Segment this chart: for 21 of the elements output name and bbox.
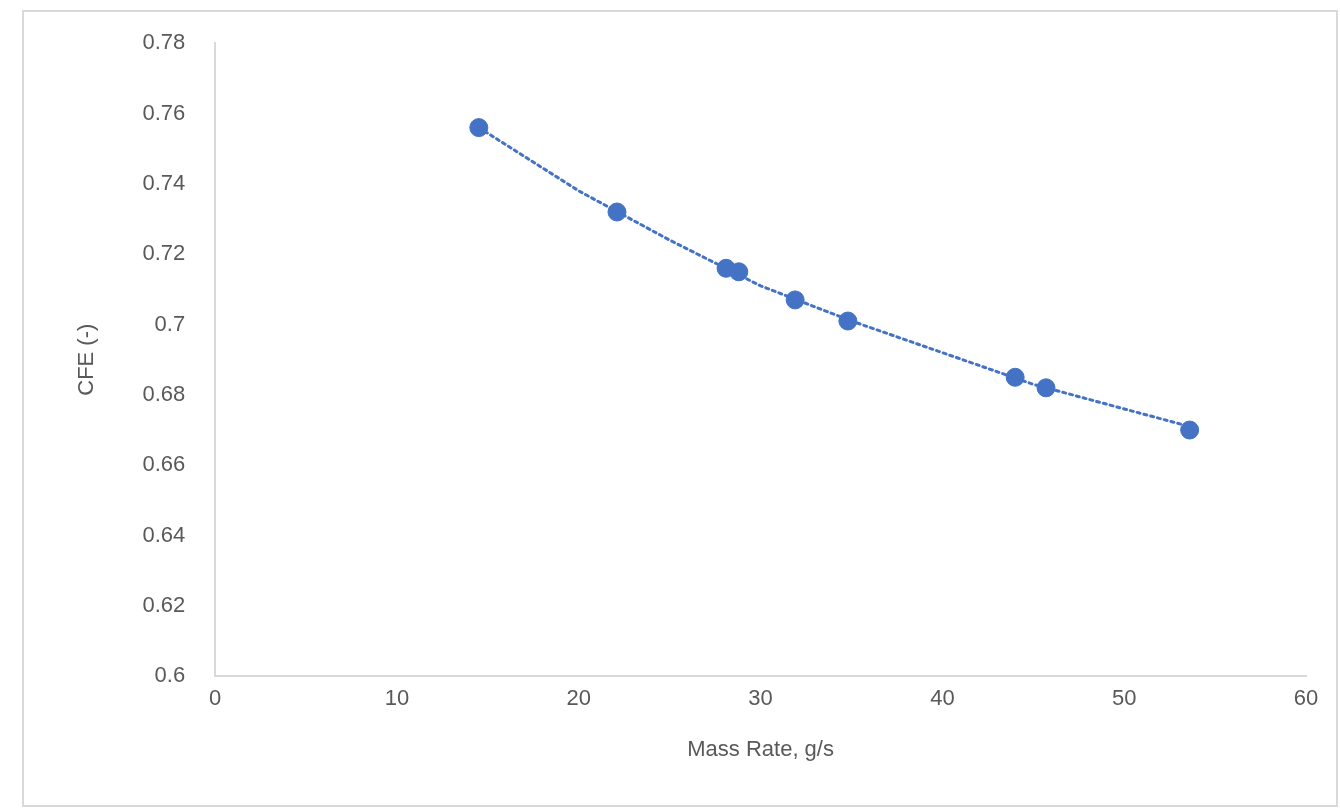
point bbox=[1180, 420, 1200, 440]
y-axis-title: CFE (-) bbox=[73, 323, 99, 396]
x-tick-label: 40 bbox=[930, 685, 955, 711]
y-tick-label: 0.7 bbox=[154, 310, 186, 336]
y-tick-label: 0.76 bbox=[142, 99, 186, 125]
point bbox=[469, 118, 489, 138]
y-tick-label: 0.62 bbox=[142, 591, 186, 617]
x-tick-label: 0 bbox=[209, 685, 222, 711]
x-tick-label: 50 bbox=[1111, 685, 1137, 711]
x-tick-label: 20 bbox=[566, 685, 592, 711]
y-tick-label: 0.66 bbox=[142, 451, 186, 477]
y-tick-label: 0.74 bbox=[142, 169, 186, 195]
y-tick-label: 0.78 bbox=[142, 29, 186, 55]
x-tick-label: 30 bbox=[748, 685, 773, 711]
x-tick-label: 60 bbox=[1293, 685, 1319, 711]
x-axis-title: Mass Rate, g/s bbox=[687, 735, 834, 761]
y-tick-label: 0.6 bbox=[154, 662, 186, 688]
y-tick-label: 0.64 bbox=[142, 521, 186, 547]
y-tick-label: 0.68 bbox=[142, 380, 186, 406]
y-tick-label: 0.72 bbox=[142, 240, 186, 266]
x-tick-label: 10 bbox=[384, 685, 410, 711]
